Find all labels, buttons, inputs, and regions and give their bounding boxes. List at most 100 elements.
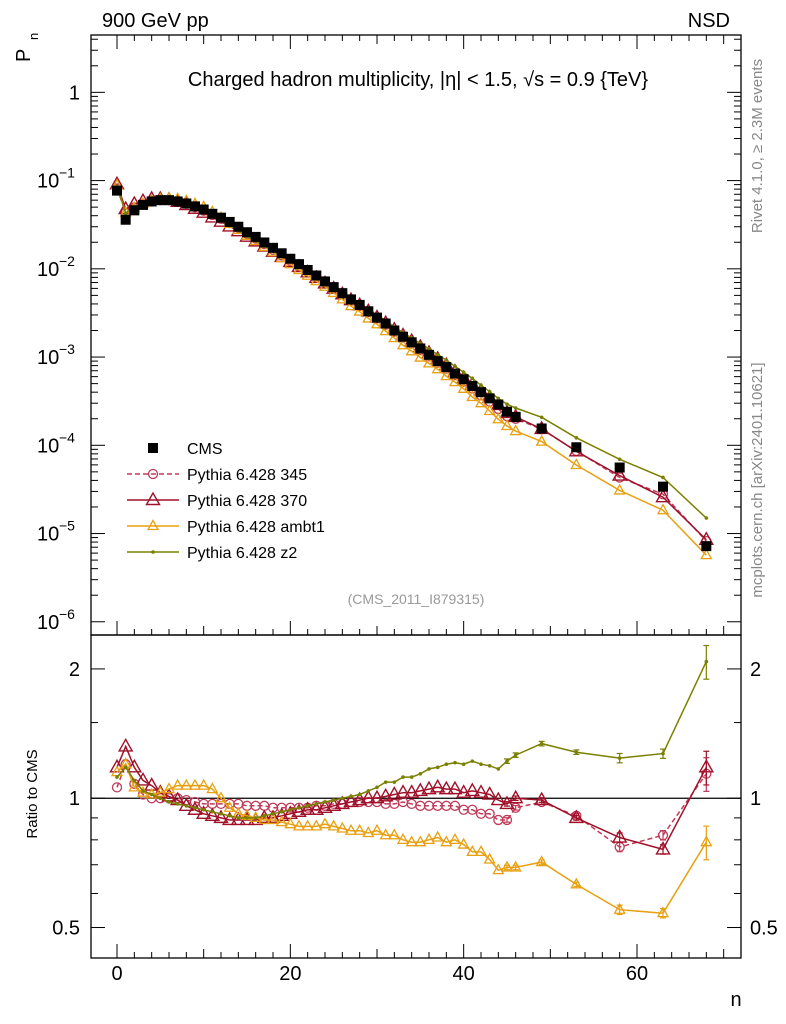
series-pythia-6-428-ambt1-main-point [457,381,470,393]
series-pythia-6-428-370-ratio-point [204,807,221,822]
cms-data-point [328,282,339,293]
ratio-y-tick-label: 0.5 [52,918,80,940]
series-pythia-6-428-z2-main-point [461,370,466,375]
series-pythia-6-428-z2-ratio-point [453,760,457,765]
series-pythia-6-428-370-ratio-point [429,778,446,793]
series-pythia-6-428-345-ratio-point [111,782,123,793]
cms-data-point [450,368,460,379]
series-pythia-6-428-ambt1-ratio-point [474,845,488,857]
cms-data-point [129,205,140,216]
chart-title: Charged hadron multiplicity, |η| < 1.5, … [188,69,648,91]
series-pythia-6-428-370-ratio-point [568,809,585,824]
cms-data-point [484,393,495,404]
series-pythia-6-428-ambt1-ratio-point [284,817,297,829]
series-pythia-6-428-z2-ratio-point [366,789,371,793]
series-pythia-6-428-370-ratio-point [655,840,671,855]
series-pythia-6-428-ambt1-main-point [336,292,349,304]
series-pythia-6-428-370-ratio-point [403,784,420,798]
series-pythia-6-428-z2-main-point [444,358,449,362]
series-pythia-6-428-ambt1-main-point [396,338,410,350]
ratio-y-tick-label: 1 [69,788,80,810]
svg-text:P: P [13,49,35,62]
series-pythia-6-428-z2-ratio-point [236,816,241,820]
main-y-tick-label: 10 [37,259,59,281]
series-pythia-6-428-z2-ratio-point [574,750,579,754]
cms-data-point [216,212,226,223]
series-pythia-6-428-ambt1-main-point [448,375,462,387]
series-pythia-6-428-z2-ratio-point [340,796,345,801]
series-pythia-6-428-ambt1-ratio-point [535,855,548,867]
main-y-tick-label: 10 [37,524,59,546]
series-pythia-6-428-ambt1-ratio-point [700,835,713,847]
cms-data-point [406,337,417,348]
series-pythia-6-428-370-ratio-point [325,797,342,812]
series-pythia-6-428-345-ratio-point [484,808,495,819]
series-pythia-6-428-ambt1-ratio-point [336,821,349,833]
cms-data-point [181,198,192,209]
cms-data-point [311,270,322,281]
x-axis-title: n [730,989,741,1011]
series-pythia-6-428-345-ratio-point [449,800,461,811]
series-pythia-6-428-370-ratio-point [490,791,507,806]
series-pythia-6-428-z2-main-point [453,364,457,369]
series-pythia-6-428-z2-ratio-point [193,805,197,810]
series-pythia-6-428-z2-ratio-point [279,809,284,814]
series-pythia-6-428-370-ratio-point [273,807,290,822]
series-pythia-6-428-z2-ratio-point [375,785,379,790]
main-y-tick-label: 10 [37,347,59,369]
series-pythia-6-428-370-ratio-point [481,786,498,800]
cms-data-point [415,343,426,354]
series-pythia-6-428-ambt1-ratio-point [440,835,453,847]
series-pythia-6-428-370-ratio-point [265,809,281,824]
cms-data-point [233,221,244,232]
series-pythia-6-428-z2-ratio-point [435,765,440,770]
legend-pythia-6-428-ambt1-marker [146,519,160,531]
cms-data-point [536,423,547,434]
series-pythia-6-428-ambt1-main-point [431,362,444,374]
series-pythia-6-428-ambt1-main-point [535,434,548,446]
cms-data-point [380,318,391,329]
series-pythia-6-428-z2-ratio-point [132,778,137,783]
x-tick-label: 40 [453,963,475,985]
legend-pythia-6-428-345-label: Pythia 6.428 345 [187,467,307,484]
series-pythia-6-428-ambt1-ratio-point [509,860,522,872]
series-pythia-6-428-ambt1-ratio-point [154,785,167,797]
series-pythia-6-428-z2-ratio-point [167,800,171,804]
ratio-panel-frame [90,634,742,959]
series-pythia-6-428-z2-main-point [496,396,501,401]
series-pythia-6-428-ambt1-ratio-point [180,778,193,790]
series-pythia-6-428-z2-ratio-point [383,780,388,784]
series-pythia-6-428-370-ratio-point [507,789,524,804]
series-pythia-6-428-370-ratio-point [230,811,247,826]
cms-data-point [432,356,443,367]
series-pythia-6-428-ambt1-ratio-point [292,819,306,831]
series-pythia-6-428-z2-main-point [574,436,579,440]
analysis-tag: (CMS_2011_I879315) [348,591,485,607]
series-pythia-6-428-370-ratio-point [438,780,455,795]
main-y-tick-label: 10 [37,435,59,457]
series-pythia-6-428-ambt1-ratio-point [466,845,479,857]
series-pythia-6-428-ambt1-ratio-point [570,877,583,889]
cms-data-point [502,406,512,417]
series-pythia-6-428-z2-ratio-point [314,802,319,806]
main-y-tick-exponent: −3 [59,341,75,357]
series-pythia-6-428-ambt1-main-point [405,344,418,356]
main-y-tick-label: 1 [69,82,80,104]
series-pythia-6-428-z2-main-point [470,376,475,381]
series-pythia-6-428-z2-ratio-point [418,771,423,776]
series-pythia-6-428-z2-ratio-point [123,765,128,770]
series-pythia-6-428-370-ratio-point [412,782,429,797]
series-pythia-6-428-ambt1-ratio-point [613,902,626,914]
cms-data-point [250,231,261,242]
series-pythia-6-428-ambt1-main-point [492,412,505,424]
series-pythia-6-428-z2-ratio-point [349,794,353,799]
series-pythia-6-428-z2-ratio-point [427,767,431,771]
series-pythia-6-428-z2-main-point [513,406,518,410]
series-pythia-6-428-ambt1-ratio-point [197,778,210,790]
cms-data-point [155,195,166,206]
cms-data-point [224,216,235,227]
series-pythia-6-428-z2-ratio-point [219,811,223,816]
series-pythia-6-428-z2-main-point [661,475,665,480]
legend-pythia-6-428-345-marker [147,468,159,480]
series-pythia-6-428-ambt1-ratio-point [301,819,314,831]
